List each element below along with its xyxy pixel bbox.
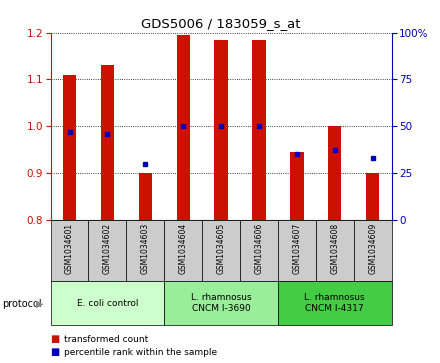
Bar <box>253 40 266 220</box>
Text: L. rhamnosus
CNCM I-3690: L. rhamnosus CNCM I-3690 <box>191 293 251 313</box>
Text: GSM1034601: GSM1034601 <box>65 223 74 274</box>
Bar <box>139 173 152 220</box>
Text: GSM1034602: GSM1034602 <box>103 223 112 274</box>
Bar <box>126 220 164 281</box>
Bar <box>278 220 316 281</box>
Bar <box>51 220 88 281</box>
Text: GSM1034609: GSM1034609 <box>368 223 377 274</box>
Text: L. rhamnosus
CNCM I-4317: L. rhamnosus CNCM I-4317 <box>304 293 365 313</box>
Text: GSM1034604: GSM1034604 <box>179 223 188 274</box>
Title: GDS5006 / 183059_s_at: GDS5006 / 183059_s_at <box>141 17 301 30</box>
Text: protocol: protocol <box>2 299 42 309</box>
Bar <box>316 220 354 281</box>
Bar <box>240 220 278 281</box>
Bar <box>214 40 228 220</box>
Text: transformed count: transformed count <box>64 335 148 344</box>
Bar <box>101 65 114 220</box>
Text: GSM1034606: GSM1034606 <box>254 223 264 274</box>
Text: GSM1034603: GSM1034603 <box>141 223 150 274</box>
Text: ■: ■ <box>51 347 60 357</box>
Bar <box>51 281 164 325</box>
Bar <box>63 75 76 220</box>
Text: GSM1034605: GSM1034605 <box>216 223 226 274</box>
Bar <box>88 220 126 281</box>
Bar <box>202 220 240 281</box>
Bar <box>164 220 202 281</box>
Bar <box>290 152 304 220</box>
Bar <box>354 220 392 281</box>
Text: E. coli control: E. coli control <box>77 299 138 307</box>
Text: GSM1034607: GSM1034607 <box>292 223 301 274</box>
Text: ▶: ▶ <box>36 299 44 309</box>
Bar <box>278 281 392 325</box>
Bar <box>176 35 190 220</box>
Text: GSM1034608: GSM1034608 <box>330 223 339 274</box>
Text: ■: ■ <box>51 334 60 344</box>
Text: percentile rank within the sample: percentile rank within the sample <box>64 348 217 356</box>
Bar <box>328 126 341 220</box>
Bar <box>366 173 379 220</box>
Bar <box>164 281 278 325</box>
